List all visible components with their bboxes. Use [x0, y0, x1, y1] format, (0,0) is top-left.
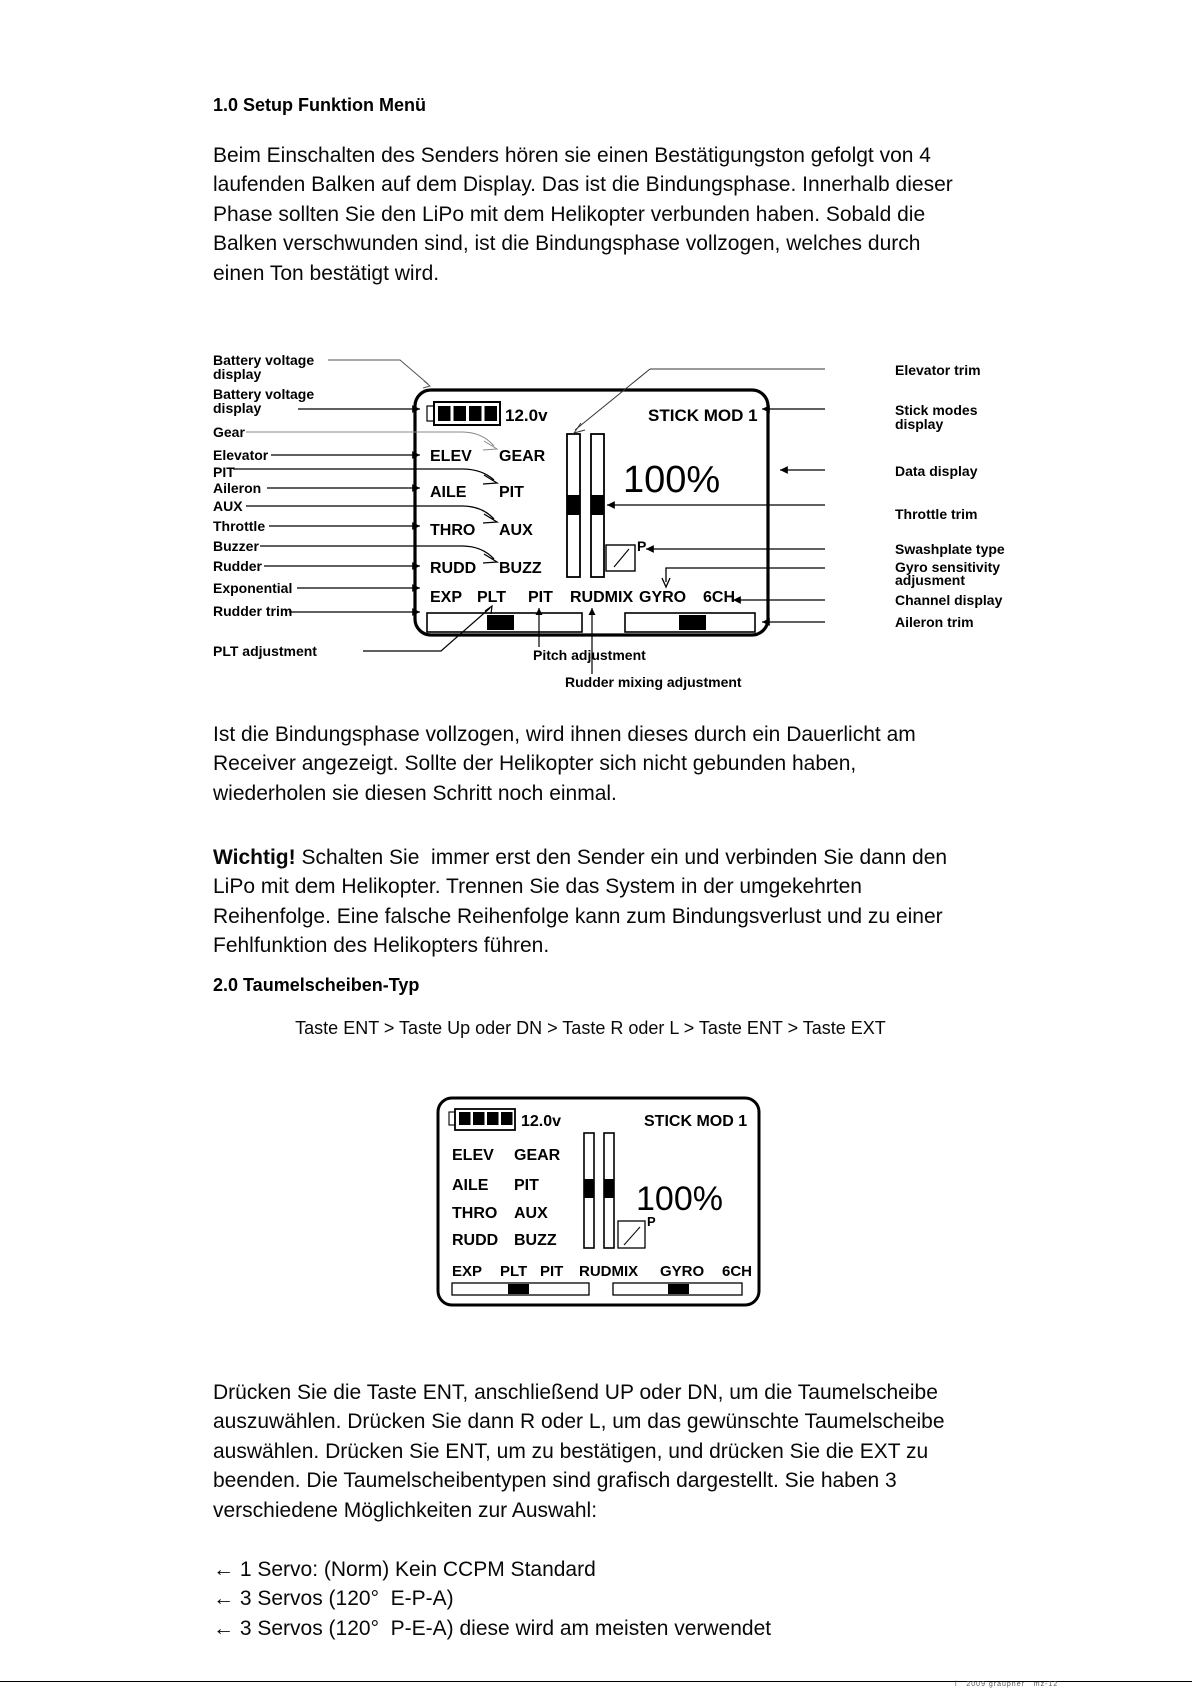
svg-text:ELEV: ELEV	[452, 1147, 494, 1164]
svg-text:AUX: AUX	[514, 1205, 548, 1222]
svg-text:THRO: THRO	[452, 1205, 497, 1222]
svg-text:EXP: EXP	[452, 1263, 482, 1280]
svg-text:PIT: PIT	[540, 1263, 563, 1280]
svg-text:RUDD: RUDD	[452, 1232, 498, 1249]
svg-text:100%: 100%	[636, 1180, 723, 1218]
svg-text:PIT: PIT	[514, 1177, 539, 1194]
svg-text:PLT: PLT	[500, 1263, 527, 1280]
svg-text:RUDMIX: RUDMIX	[579, 1263, 638, 1280]
svg-text:GEAR: GEAR	[514, 1147, 561, 1164]
svg-text:6CH: 6CH	[722, 1263, 752, 1280]
svg-text:12.0v: 12.0v	[521, 1113, 561, 1130]
svg-text:GYRO: GYRO	[660, 1263, 705, 1280]
svg-text:BUZZ: BUZZ	[514, 1232, 557, 1249]
svg-text:P: P	[647, 1214, 656, 1229]
svg-text:STICK MOD 1: STICK MOD 1	[644, 1113, 747, 1130]
svg-text:AILE: AILE	[452, 1177, 489, 1194]
